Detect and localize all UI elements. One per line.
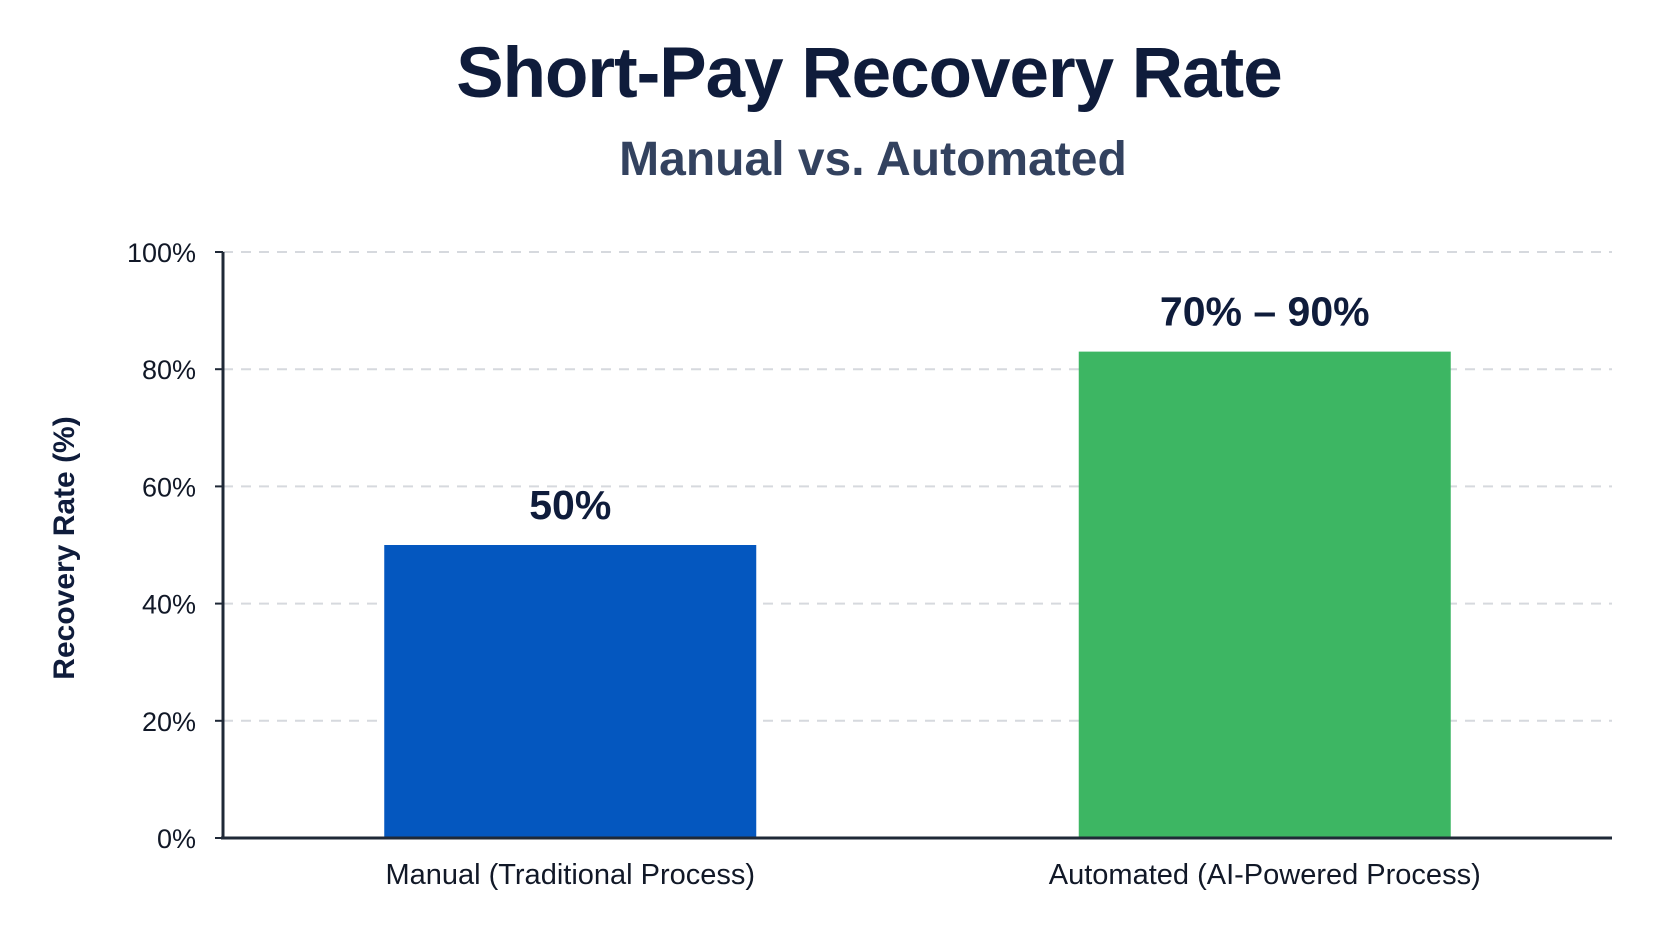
bars [384, 351, 1451, 838]
y-tick-label: 60% [142, 472, 196, 502]
bar-manual [384, 545, 757, 838]
axes [221, 252, 1612, 840]
data-label: 50% [529, 482, 611, 528]
y-tick-label: 40% [142, 590, 196, 620]
x-tick-label: Manual (Traditional Process) [385, 859, 755, 891]
x-tick-label: Automated (AI-Powered Process) [1049, 859, 1481, 891]
data-label: 70% – 90% [1160, 289, 1370, 335]
chart-title: Short-Pay Recovery Rate [456, 34, 1282, 113]
bar-automated [1078, 351, 1451, 838]
x-tick-labels: Manual (Traditional Process) Automated (A… [385, 859, 1480, 891]
chart-subtitle: Manual vs. Automated [619, 133, 1127, 186]
y-axis-title: Recovery Rate (%) [48, 416, 81, 679]
y-tick-label: 0% [157, 824, 196, 854]
y-tick-labels: 0% 20% 40% 60% 80% 100% [127, 238, 196, 854]
y-tick-label: 80% [142, 355, 196, 385]
data-labels: 50% 70% – 90% [529, 289, 1369, 528]
y-tick-label: 20% [142, 707, 196, 737]
y-tick-label: 100% [127, 238, 196, 268]
